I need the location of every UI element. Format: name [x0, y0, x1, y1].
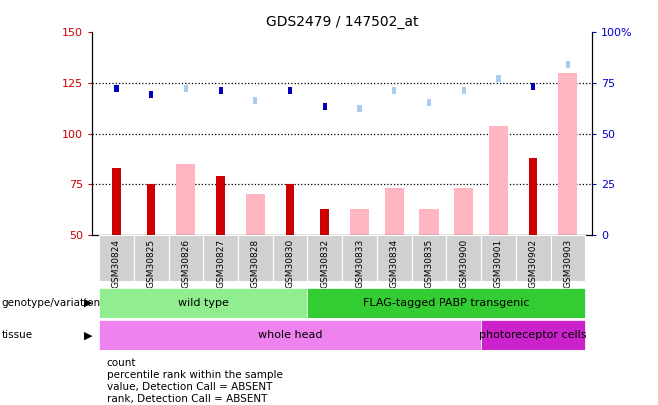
Bar	[272, 235, 307, 281]
Bar	[489, 126, 508, 235]
Bar	[99, 235, 134, 281]
Title: GDS2479 / 147502_at: GDS2479 / 147502_at	[266, 15, 418, 29]
Text: GSM30828: GSM30828	[251, 239, 260, 288]
Bar	[462, 87, 466, 94]
Bar	[481, 235, 516, 281]
Text: value, Detection Call = ABSENT: value, Detection Call = ABSENT	[107, 382, 272, 392]
Text: percentile rank within the sample: percentile rank within the sample	[107, 370, 282, 380]
Bar	[307, 235, 342, 281]
Text: GSM30830: GSM30830	[286, 239, 295, 288]
Text: GSM30824: GSM30824	[112, 239, 121, 288]
Bar	[481, 320, 585, 350]
Bar	[216, 176, 225, 235]
Bar	[149, 91, 153, 98]
Text: GSM30902: GSM30902	[528, 239, 538, 288]
Text: rank, Detection Call = ABSENT: rank, Detection Call = ABSENT	[107, 394, 267, 404]
Bar	[412, 235, 446, 281]
Bar	[218, 87, 222, 94]
Bar	[531, 83, 535, 90]
Bar	[446, 235, 481, 281]
Bar	[320, 209, 329, 235]
Text: GSM30834: GSM30834	[390, 239, 399, 288]
Text: count: count	[107, 358, 136, 368]
Bar	[134, 235, 168, 281]
Bar	[203, 235, 238, 281]
Bar	[392, 87, 396, 94]
Bar	[322, 103, 327, 111]
Bar	[566, 61, 570, 68]
Bar	[184, 85, 188, 92]
Bar	[350, 209, 369, 235]
Bar	[427, 99, 431, 107]
Text: ▶: ▶	[84, 298, 92, 308]
Bar	[419, 209, 438, 235]
Bar	[253, 97, 257, 104]
Bar	[559, 73, 578, 235]
Bar	[288, 87, 292, 94]
Text: GSM30835: GSM30835	[424, 239, 434, 288]
Bar	[99, 320, 481, 350]
Text: ▶: ▶	[84, 330, 92, 340]
Bar	[114, 85, 118, 92]
Bar	[551, 235, 585, 281]
Text: FLAG-tagged PABP transgenic: FLAG-tagged PABP transgenic	[363, 298, 530, 308]
Bar	[454, 188, 473, 235]
Text: photoreceptor cells: photoreceptor cells	[480, 330, 587, 340]
Text: GSM30827: GSM30827	[216, 239, 225, 288]
Bar	[516, 235, 551, 281]
Bar	[307, 288, 585, 318]
Bar	[496, 75, 501, 82]
Text: wild type: wild type	[178, 298, 229, 308]
Bar	[99, 288, 307, 318]
Bar	[168, 235, 203, 281]
Bar	[246, 194, 265, 235]
Text: GSM30832: GSM30832	[320, 239, 329, 288]
Bar	[377, 235, 412, 281]
Bar	[286, 184, 294, 235]
Text: GSM30903: GSM30903	[563, 239, 572, 288]
Bar	[147, 184, 155, 235]
Bar	[342, 235, 377, 281]
Text: GSM30833: GSM30833	[355, 239, 364, 288]
Bar	[238, 235, 272, 281]
Text: tissue: tissue	[1, 330, 32, 340]
Text: GSM30900: GSM30900	[459, 239, 468, 288]
Text: whole head: whole head	[258, 330, 322, 340]
Bar	[176, 164, 195, 235]
Bar	[385, 188, 404, 235]
Text: GSM30825: GSM30825	[147, 239, 156, 288]
Bar	[112, 168, 120, 235]
Text: GSM30826: GSM30826	[182, 239, 190, 288]
Bar	[529, 158, 538, 235]
Text: genotype/variation: genotype/variation	[1, 298, 101, 308]
Bar	[357, 105, 362, 112]
Text: GSM30901: GSM30901	[494, 239, 503, 288]
